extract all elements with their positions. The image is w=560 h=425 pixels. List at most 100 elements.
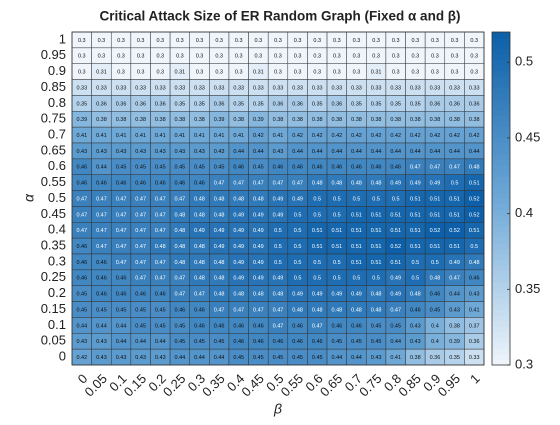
y-tick-label: 0.15 <box>41 301 66 316</box>
cell-label: 0.5 <box>451 181 459 187</box>
cell-label: 0.47 <box>96 212 107 218</box>
cell-label: 0.3 <box>78 70 86 76</box>
cell-label: 0.48 <box>331 307 342 313</box>
cell-label: 0.46 <box>253 339 264 345</box>
cell-label: 0.47 <box>449 276 460 282</box>
cell-label: 0.33 <box>469 85 480 91</box>
cell-label: 0.44 <box>410 149 421 155</box>
colorbar-segment <box>492 220 510 227</box>
cell-label: 0.41 <box>96 133 107 139</box>
cell-label: 0.5 <box>333 196 341 202</box>
y-tick-label: 0.5 <box>48 190 66 205</box>
cell-label: 0.39 <box>449 339 460 345</box>
plot-frame <box>71 31 485 366</box>
cell-label: 0.36 <box>273 101 284 107</box>
cell-label: 0.47 <box>116 196 127 202</box>
cell-label: 0.3 <box>333 70 341 76</box>
y-tick-label: 0.6 <box>48 158 66 173</box>
cell-label: 0.42 <box>410 133 421 139</box>
cell-label: 0.44 <box>449 149 460 155</box>
cell-label: 0.42 <box>312 133 323 139</box>
colorbar-segment <box>492 342 510 349</box>
colorbar-segment <box>492 292 510 299</box>
cell-label: 0.33 <box>469 355 480 361</box>
cell-label: 0.48 <box>469 260 480 266</box>
colorbar-segment <box>492 81 510 88</box>
cell-label: 0.5 <box>333 276 341 282</box>
cell-label: 0.47 <box>233 181 244 187</box>
colorbar-segment <box>492 87 510 94</box>
colorbar-segment <box>492 209 510 216</box>
cell-label: 0.51 <box>371 244 382 250</box>
cell-label: 0.47 <box>155 212 166 218</box>
y-tick-label: 0.7 <box>48 127 66 142</box>
cell-label: 0.36 <box>135 101 146 107</box>
cell-label: 0.51 <box>430 196 441 202</box>
cell-label: 0.43 <box>135 149 146 155</box>
cell-label: 0.33 <box>155 85 166 91</box>
cell-label: 0.3 <box>412 70 420 76</box>
cell-label: 0.46 <box>76 181 87 187</box>
cell-label: 0.48 <box>214 260 225 266</box>
cell-label: 0.47 <box>76 196 87 202</box>
colorbar-segment <box>492 259 510 266</box>
cell-label: 0.45 <box>76 292 87 298</box>
colorbar-segment <box>492 143 510 150</box>
colorbar-segment <box>492 315 510 322</box>
colorbar-segment <box>492 109 510 116</box>
cell-label: 0.36 <box>155 101 166 107</box>
cell-label: 0.49 <box>214 244 225 250</box>
cell-label: 0.41 <box>273 133 284 139</box>
cell-label: 0.51 <box>390 228 401 234</box>
cell-label: 0.31 <box>253 70 264 76</box>
cell-label: 0.49 <box>292 196 303 202</box>
cell-label: 0.43 <box>175 149 186 155</box>
cell-label: 0.51 <box>449 244 460 250</box>
cell-label: 0.46 <box>331 165 342 171</box>
cell-label: 0.3 <box>294 54 302 60</box>
colorbar-segment <box>492 170 510 177</box>
cell-label: 0.49 <box>233 244 244 250</box>
cell-label: 0.42 <box>430 133 441 139</box>
cell-label: 0.33 <box>331 85 342 91</box>
cell-label: 0.42 <box>331 133 342 139</box>
cell-label: 0.51 <box>410 244 421 250</box>
cell-label: 0.48 <box>312 307 323 313</box>
y-tick-label: 0.05 <box>41 333 66 348</box>
cell-label: 0.3 <box>451 54 459 60</box>
cell-label: 0.46 <box>351 323 362 329</box>
colorbar-segment <box>492 320 510 327</box>
cell-label: 0.48 <box>175 212 186 218</box>
cell-label: 0.46 <box>116 276 127 282</box>
cell-label: 0.5 <box>294 260 302 266</box>
cell-label: 0.3 <box>117 38 125 44</box>
cell-label: 0.5 <box>294 228 302 234</box>
cell-label: 0.47 <box>135 228 146 234</box>
cell-label: 0.51 <box>331 228 342 234</box>
y-tick-label: 0.2 <box>48 285 66 300</box>
cell-label: 0.44 <box>449 292 460 298</box>
colorbar-segment <box>492 276 510 283</box>
cell-label: 0.3 <box>313 54 321 60</box>
cell-label: 0.46 <box>233 165 244 171</box>
y-tick-label: 0.3 <box>48 253 66 268</box>
cell-label: 0.51 <box>371 212 382 218</box>
cell-label: 0.45 <box>135 307 146 313</box>
cell-label: 0.48 <box>194 276 205 282</box>
cell-label: 0.48 <box>273 292 284 298</box>
cell-label: 0.41 <box>194 133 205 139</box>
cell-label: 0.3 <box>98 54 106 60</box>
cell-label: 0.42 <box>371 133 382 139</box>
cell-label: 0.48 <box>194 244 205 250</box>
cell-label: 0.49 <box>273 196 284 202</box>
cell-label: 0.47 <box>449 165 460 171</box>
cell-label: 0.47 <box>135 212 146 218</box>
cell-label: 0.47 <box>116 244 127 250</box>
y-tick-label: 0.65 <box>41 142 66 157</box>
cell-label: 0.48 <box>214 212 225 218</box>
cell-label: 0.49 <box>351 292 362 298</box>
cell-label: 0.47 <box>155 276 166 282</box>
cell-label: 0.3 <box>215 70 223 76</box>
cell-label: 0.4 <box>431 339 439 345</box>
colorbar-segment <box>492 104 510 111</box>
